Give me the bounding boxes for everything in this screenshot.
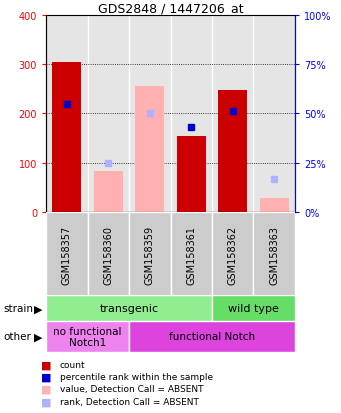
Text: GSM158361: GSM158361 xyxy=(186,225,196,284)
Text: ■: ■ xyxy=(41,372,51,382)
Text: percentile rank within the sample: percentile rank within the sample xyxy=(60,372,213,381)
Text: rank, Detection Call = ABSENT: rank, Detection Call = ABSENT xyxy=(60,397,198,406)
Bar xyxy=(46,16,88,213)
Text: other: other xyxy=(3,332,31,342)
Bar xyxy=(260,199,289,213)
Bar xyxy=(212,296,295,321)
Text: ■: ■ xyxy=(41,396,51,406)
Bar xyxy=(129,16,170,213)
Bar xyxy=(212,213,253,296)
Bar xyxy=(88,16,129,213)
Bar xyxy=(170,16,212,213)
Text: GSM158359: GSM158359 xyxy=(145,225,155,284)
Text: count: count xyxy=(60,360,85,369)
Text: GSM158362: GSM158362 xyxy=(228,225,238,284)
Bar xyxy=(218,91,247,213)
Bar xyxy=(46,213,88,296)
Bar xyxy=(129,321,295,352)
Text: value, Detection Call = ABSENT: value, Detection Call = ABSENT xyxy=(60,385,203,394)
Bar xyxy=(253,16,295,213)
Bar xyxy=(212,16,253,213)
Bar xyxy=(46,296,212,321)
Bar xyxy=(46,321,129,352)
Bar xyxy=(52,62,81,213)
Text: ▶: ▶ xyxy=(34,304,43,313)
Text: functional Notch: functional Notch xyxy=(169,332,255,342)
Text: strain: strain xyxy=(3,304,33,313)
Text: transgenic: transgenic xyxy=(100,304,159,313)
Text: no functional
Notch1: no functional Notch1 xyxy=(53,326,122,347)
Title: GDS2848 / 1447206_at: GDS2848 / 1447206_at xyxy=(98,2,243,14)
Text: GSM158357: GSM158357 xyxy=(62,225,72,284)
Text: GSM158363: GSM158363 xyxy=(269,225,279,284)
Text: GSM158360: GSM158360 xyxy=(103,225,113,284)
Bar xyxy=(135,87,164,213)
Text: wild type: wild type xyxy=(228,304,279,313)
Bar xyxy=(170,213,212,296)
Bar xyxy=(94,172,123,213)
Bar xyxy=(88,213,129,296)
Bar xyxy=(129,213,170,296)
Text: ▶: ▶ xyxy=(34,332,43,342)
Bar xyxy=(253,213,295,296)
Text: ■: ■ xyxy=(41,359,51,369)
Text: ■: ■ xyxy=(41,384,51,394)
Bar xyxy=(177,136,206,213)
